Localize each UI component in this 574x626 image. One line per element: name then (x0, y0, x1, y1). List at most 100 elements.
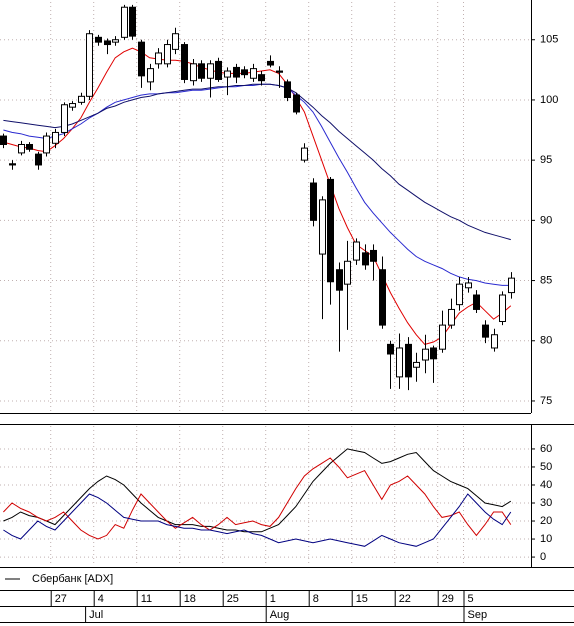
y-tick-label: 105 (540, 34, 558, 46)
candle-body (241, 69, 248, 76)
candle-body (172, 33, 179, 50)
candle-body (370, 249, 377, 262)
candle-body (129, 6, 136, 37)
candle-body (215, 60, 222, 80)
month-label: Sep (468, 609, 488, 621)
y-tick-label: 90 (540, 214, 552, 226)
candle-body (387, 343, 394, 355)
y-tick-label: 50 (540, 461, 552, 473)
x-tick-label: 5 (468, 593, 474, 605)
candle-body (430, 347, 437, 360)
y-tick-label: 40 (540, 479, 552, 491)
candle-body (147, 68, 154, 83)
y-tick-label: 30 (540, 497, 552, 509)
month-label: Aug (270, 609, 290, 621)
x-tick-label: 8 (313, 593, 319, 605)
candle-body (181, 44, 188, 80)
candle-body (396, 347, 403, 378)
candle-body (61, 104, 68, 133)
candle-body (9, 163, 16, 166)
candle-body (473, 294, 480, 310)
candle-body (198, 63, 205, 79)
month-label: Jul (89, 609, 103, 621)
candle-body (69, 103, 76, 108)
candle-body (43, 135, 50, 154)
x-tick-label: 29 (442, 593, 454, 605)
line-series (3, 83, 511, 286)
candle-body (95, 36, 102, 43)
y-tick-label: 85 (540, 274, 552, 286)
candle-body (250, 68, 257, 79)
candle-body (362, 252, 369, 266)
candle-body (405, 343, 412, 378)
candle-body (456, 283, 463, 306)
candle-body (344, 260, 351, 285)
candle-body (379, 269, 386, 326)
candle-body (336, 269, 343, 291)
candle-body (0, 135, 7, 145)
y-tick-label: 60 (540, 443, 552, 455)
candle-body (353, 241, 360, 261)
candle-body (104, 40, 111, 46)
x-tick-label: 4 (98, 593, 104, 605)
candle-body (508, 277, 515, 294)
candle-body (258, 74, 265, 82)
candle-body (448, 308, 455, 326)
line-series (3, 493, 512, 547)
candle-body (465, 282, 472, 289)
candle-body (284, 81, 291, 99)
x-tick-label: 18 (184, 593, 196, 605)
candle-body (491, 334, 498, 349)
candle-body (35, 153, 42, 166)
line-series (3, 47, 512, 345)
candle-body (164, 44, 171, 65)
candle-body (413, 361, 420, 368)
candle-body (26, 143, 33, 150)
candle-body (155, 52, 162, 65)
x-tick-label: 15 (356, 593, 368, 605)
price-panel (0, 0, 531, 413)
y-tick-label: 0 (540, 551, 546, 563)
candle-body (293, 94, 300, 113)
candle-body (86, 33, 93, 97)
candle-body (276, 70, 283, 73)
candle-body (439, 324, 446, 350)
candle-body (301, 147, 308, 161)
candle-body (482, 324, 489, 338)
line-series (3, 83, 511, 241)
adx-panel (0, 425, 531, 566)
candle-body (112, 39, 119, 43)
x-tick-label: 11 (141, 593, 152, 605)
candle-body (78, 95, 85, 103)
candle-body (499, 294, 506, 322)
x-tick-label: 22 (399, 593, 411, 605)
candle-body (138, 41, 145, 77)
candle-body (18, 143, 25, 154)
y-tick-label: 80 (540, 335, 552, 347)
legend-label: Сбербанк [ADX] (32, 573, 113, 585)
y-tick-label: 75 (540, 395, 552, 407)
candle-body (310, 182, 317, 221)
candle-body (190, 63, 197, 82)
y-tick-label: 10 (540, 533, 552, 545)
candle-body (233, 66, 240, 78)
candle-body (327, 178, 334, 283)
line-series (3, 448, 512, 533)
y-tick-label: 100 (540, 94, 558, 106)
y-tick-label: 20 (540, 515, 552, 527)
line-series (3, 457, 512, 540)
x-tick-label: 27 (55, 593, 67, 605)
candle-body (319, 199, 326, 255)
candle-body (52, 131, 59, 144)
x-tick-label: 25 (227, 593, 239, 605)
x-tick-label: 1 (270, 593, 276, 605)
candle-body (267, 60, 274, 66)
candle-body (121, 6, 128, 38)
candle-body (224, 70, 231, 78)
y-tick-label: 95 (540, 154, 552, 166)
candle-body (207, 63, 214, 79)
candle-body (422, 348, 429, 361)
